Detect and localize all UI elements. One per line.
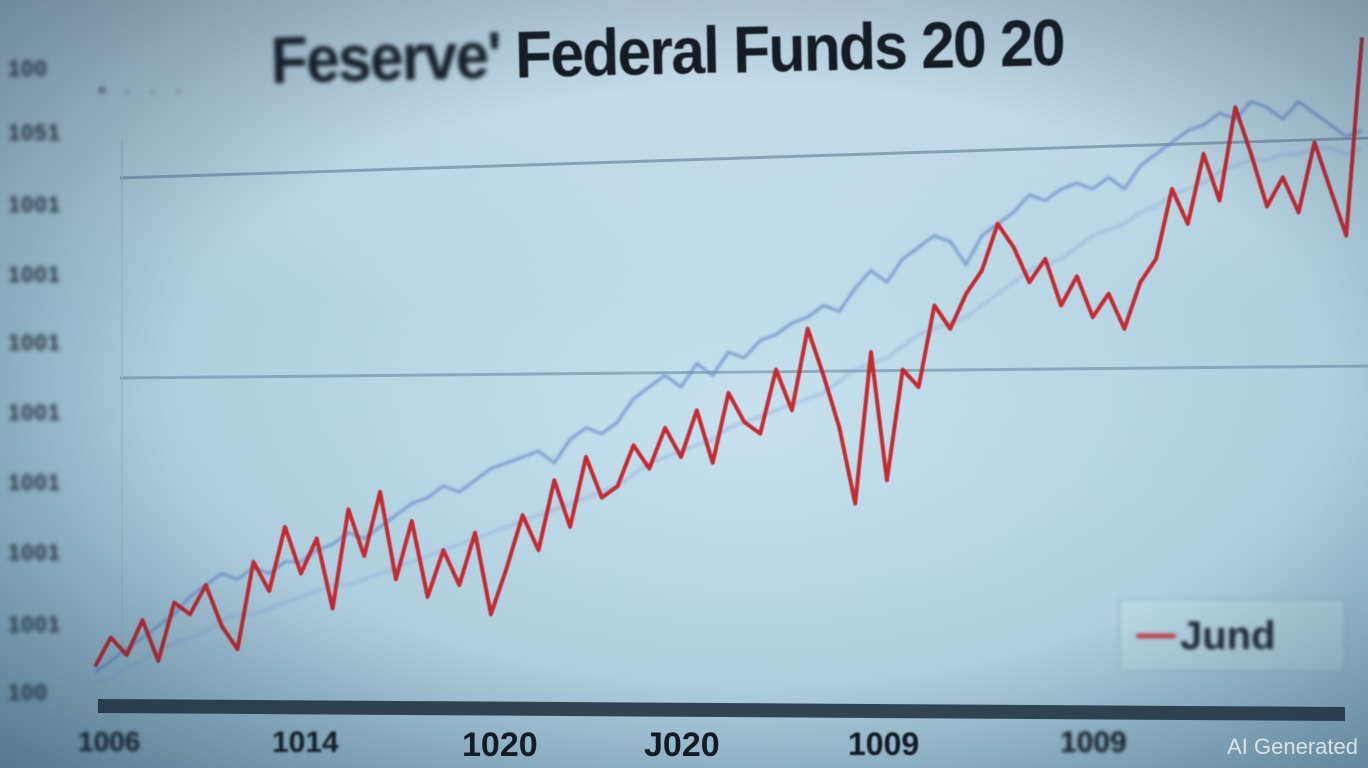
x-tick-label: 1009 xyxy=(1060,726,1127,759)
x-tick-label: 1014 xyxy=(272,726,339,759)
y-tick-label: 1001 xyxy=(8,540,61,565)
x-tick-label: 1009 xyxy=(848,726,920,762)
legend: Jund xyxy=(1118,598,1346,672)
series-line-red xyxy=(93,37,1364,668)
x-tick-label: 1006 xyxy=(78,726,141,757)
y-tick-label: 100 xyxy=(8,56,48,81)
legend-swatch xyxy=(1136,634,1176,638)
toolbar-marks: • · · · xyxy=(98,78,189,103)
chart-title-blurred: Feserve' xyxy=(270,17,501,97)
gridline-top xyxy=(119,136,1368,180)
chart-title-main: Federal Funds 20 20 xyxy=(514,4,1065,92)
series-line-blue xyxy=(94,146,1363,686)
gridline-middle xyxy=(119,364,1368,380)
y-tick-label: 1001 xyxy=(8,192,61,217)
x-tick-label: J020 xyxy=(644,726,720,764)
y-tick-label: 100 xyxy=(8,680,48,705)
series-layer xyxy=(93,37,1364,686)
y-tick-label: 1001 xyxy=(8,470,61,495)
watermark: AI Generated xyxy=(1227,734,1358,759)
x-tick-label: 1020 xyxy=(462,726,538,764)
x-axis-line xyxy=(97,699,1346,721)
y-tick-label: 1001 xyxy=(8,400,61,425)
legend-label: Jund xyxy=(1180,614,1276,658)
y-tick-label: 1001 xyxy=(8,262,61,287)
y-tick-label: 1001 xyxy=(8,330,61,355)
y-tick-label: 1001 xyxy=(8,612,61,637)
y-tick-label: 1051 xyxy=(8,120,61,145)
